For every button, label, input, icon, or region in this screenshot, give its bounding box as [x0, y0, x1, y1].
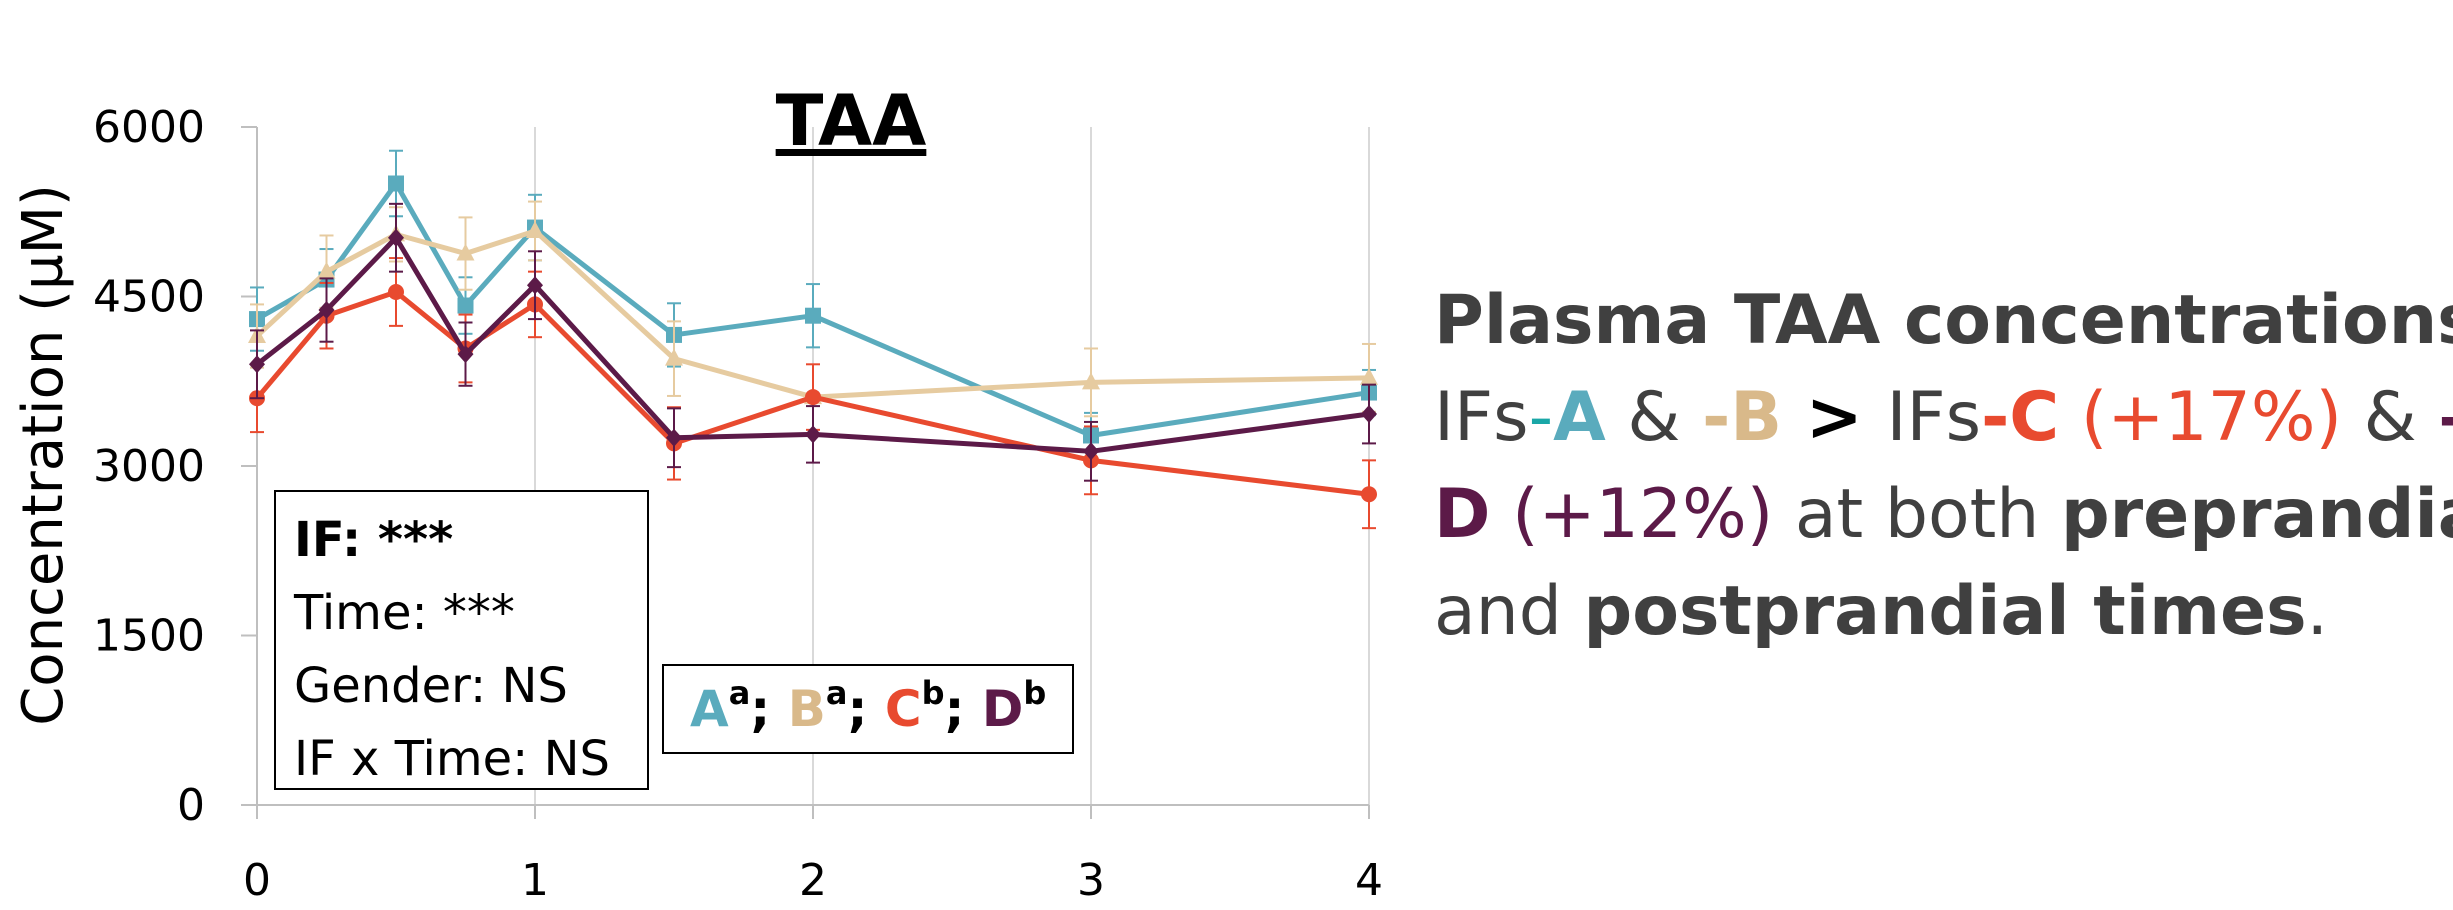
- group-c-sup: b: [921, 674, 945, 712]
- point-A-6: [805, 307, 821, 324]
- point-A-3: [457, 297, 474, 314]
- point-B-3: [456, 243, 475, 261]
- group-d-sup: b: [1023, 674, 1047, 712]
- summary-gt: >: [1782, 378, 1887, 457]
- point-D-6: [805, 425, 821, 444]
- summary-c-pct: (+17%): [2059, 378, 2342, 457]
- group-c-letter: C: [884, 680, 922, 738]
- x-tick-label-4: 4: [1355, 855, 1383, 906]
- summary-line-2: IFs-A & -B > IFs-C (+17%) & –: [1434, 369, 2453, 466]
- stat-interaction: IF x Time: NS: [294, 731, 610, 787]
- point-D-8: [1361, 405, 1377, 424]
- y-tick-label-0: 0: [177, 780, 205, 831]
- axes: [241, 126, 1370, 819]
- y-axis-label: Concentration (µM): [11, 184, 76, 726]
- summary-d: D: [1434, 475, 1491, 554]
- point-B-4: [526, 220, 544, 238]
- y-tick-label-4500: 4500: [93, 272, 205, 323]
- summary-line-3: D (+12%) at both preprandial: [1434, 466, 2453, 563]
- summary-amp-2: &: [2342, 378, 2439, 457]
- point-D-7: [1083, 442, 1099, 461]
- summary-d-pct: (+12%): [1490, 475, 1774, 554]
- group-d-letter: D: [981, 680, 1024, 738]
- stat-if: IF: ***: [294, 512, 454, 568]
- summary-dash-a: -: [1528, 378, 1554, 457]
- y-tick-label-1500: 1500: [93, 611, 205, 662]
- point-D-2: [388, 228, 404, 247]
- summary-d-dash: –: [2438, 378, 2453, 457]
- point-D-4: [527, 276, 543, 295]
- group-a-letter: A: [690, 680, 729, 738]
- summary-c: -C: [1981, 378, 2060, 457]
- summary-b: -B: [1702, 378, 1783, 457]
- point-C-8: [1361, 486, 1377, 503]
- summary-ifs-2: IFs: [1886, 378, 1982, 457]
- y-tick-label-6000: 6000: [93, 102, 205, 153]
- x-tick-label-3: 3: [1077, 855, 1105, 906]
- summary-line-4: and postprandial times.: [1434, 563, 2453, 660]
- point-D-5: [666, 428, 682, 447]
- data-series: [248, 149, 1378, 530]
- summary-a: A: [1553, 378, 1606, 457]
- y-tick-label-3000: 3000: [93, 441, 205, 492]
- group-b-letter: B: [787, 680, 826, 738]
- point-B-1: [317, 261, 336, 279]
- point-B-8: [1360, 367, 1378, 385]
- group-comparison-box: Aa; Ba; Cb; Db: [662, 664, 1074, 754]
- x-tick-label-1: 1: [521, 855, 549, 906]
- summary-postprandial: postprandial times: [1583, 572, 2307, 651]
- x-tick-label-0: 0: [243, 855, 271, 906]
- summary-preprandial: preprandial: [2060, 475, 2453, 554]
- summary-ifs-1: IFs: [1434, 378, 1529, 457]
- group-a-sup: a: [728, 674, 751, 712]
- group-sep-2: ;: [847, 680, 868, 738]
- summary-period: .: [2306, 572, 2329, 651]
- summary-text: Plasma TAA concentrations : IFs-A & -B >…: [1434, 272, 2453, 660]
- summary-and: and: [1434, 572, 1584, 651]
- point-B-5: [665, 348, 683, 366]
- series-D: [249, 202, 1377, 482]
- point-C-2: [388, 283, 404, 300]
- point-D-3: [457, 345, 474, 364]
- statistics-box: IF: *** Time: *** Gender: NS IF x Time: …: [274, 490, 649, 790]
- group-sep-1: ;: [750, 680, 771, 738]
- group-b-sup: a: [825, 674, 848, 712]
- group-sep-3: ;: [944, 680, 965, 738]
- line-chart: 0 1500 3000 4500 6000 0 1 2 3 4 TAA Concentration…: [11, 80, 1383, 906]
- stat-time: Time: ***: [294, 585, 515, 641]
- tick-labels: 0 1500 3000 4500 6000 0 1 2 3 4: [93, 102, 1383, 906]
- point-B-7: [1082, 372, 1100, 390]
- x-tick-label-2: 2: [799, 855, 827, 906]
- summary-amp-1: &: [1605, 378, 1703, 457]
- stat-gender: Gender: NS: [294, 658, 568, 714]
- point-D-1: [318, 301, 335, 320]
- chart-title: TAA: [776, 80, 927, 162]
- summary-heading: Plasma TAA concentrations :: [1434, 281, 2453, 360]
- point-A-2: [388, 175, 404, 192]
- point-D-0: [249, 355, 265, 374]
- point-C-6: [805, 389, 821, 406]
- summary-at-both: at both: [1773, 475, 2061, 554]
